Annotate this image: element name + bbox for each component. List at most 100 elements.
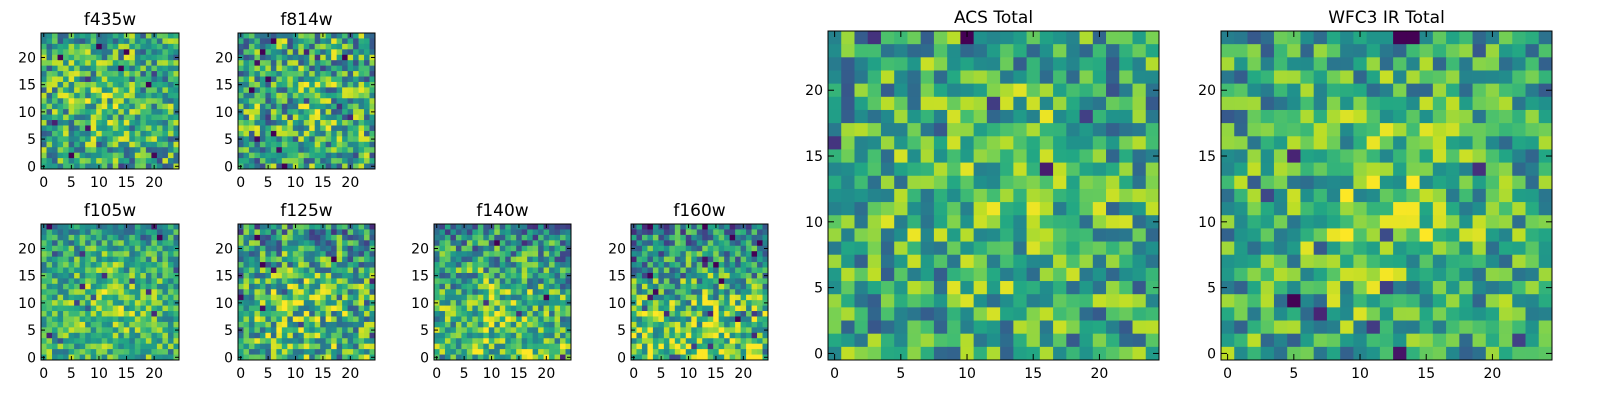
heatmap-cell	[243, 338, 250, 345]
heatmap-cell	[309, 71, 316, 77]
heatmap-cell	[636, 256, 643, 263]
heatmap-cell	[358, 76, 365, 83]
heatmap-cell	[658, 245, 665, 252]
heatmap-cell	[151, 338, 158, 345]
heatmap-cell	[68, 152, 75, 159]
heatmap-cell	[510, 343, 517, 350]
heatmap-cell	[757, 224, 763, 230]
heatmap-cell	[973, 267, 988, 282]
heatmap-cell	[270, 311, 277, 317]
heatmap-cell	[729, 251, 736, 258]
heatmap-cell	[145, 311, 152, 317]
heatmap-cell	[303, 136, 310, 143]
heatmap-cell	[347, 92, 354, 99]
heatmap-cell	[259, 229, 266, 236]
heatmap-cell	[1525, 123, 1540, 137]
heatmap-cell	[79, 109, 86, 115]
heatmap-cell	[1525, 149, 1540, 163]
heatmap-cell	[1026, 346, 1041, 361]
heatmap-cell	[483, 311, 490, 317]
heatmap-cell	[123, 76, 130, 83]
heatmap-cell	[444, 338, 451, 345]
heatmap-cell	[920, 149, 935, 163]
heatmap-cell	[1053, 123, 1067, 137]
heatmap-cell	[1053, 162, 1067, 177]
heatmap-cell	[303, 163, 310, 170]
heatmap-cell	[455, 224, 462, 230]
heatmap-cell	[74, 283, 81, 290]
heatmap-cell	[729, 338, 736, 345]
heatmap-cell	[68, 87, 75, 94]
heatmap-cell	[325, 332, 332, 339]
heatmap-cell	[636, 267, 643, 274]
heatmap-cell	[696, 278, 703, 285]
heatmap-cell	[1393, 44, 1407, 58]
heatmap-cell	[320, 114, 327, 121]
heatmap-cell	[1287, 123, 1301, 137]
heatmap-cell	[1472, 123, 1487, 137]
heatmap-cell	[347, 289, 354, 296]
heatmap-cell	[325, 349, 332, 355]
heatmap-cell	[434, 229, 440, 236]
heatmap-cell	[347, 245, 354, 252]
heatmap-cell	[1512, 96, 1526, 111]
heatmap-cell	[358, 251, 365, 258]
heatmap-cell	[1079, 175, 1094, 190]
heatmap-cell	[309, 141, 316, 148]
heatmap-cell	[134, 114, 141, 121]
heatmap-cell	[298, 245, 305, 252]
heatmap-cell	[309, 33, 316, 39]
heatmap-cell	[565, 267, 572, 274]
heatmap-cell	[762, 332, 769, 339]
heatmap-cell	[248, 267, 255, 274]
heatmap-cell	[1472, 202, 1487, 216]
heatmap-cell	[647, 240, 654, 247]
heatmap-cell	[696, 305, 703, 312]
heatmap-cell	[880, 57, 895, 71]
heatmap-cell	[162, 245, 169, 252]
heatmap-cell	[691, 267, 698, 274]
heatmap-cell	[1538, 215, 1553, 229]
heatmap-cell	[565, 311, 572, 317]
heatmap-cell	[1313, 31, 1328, 45]
heatmap-cell	[353, 245, 359, 252]
heatmap-cell	[331, 71, 338, 77]
heatmap-cell	[554, 224, 561, 230]
heatmap-cell	[151, 311, 158, 317]
heatmap-cell	[79, 60, 86, 67]
heatmap-cell	[455, 338, 462, 345]
heatmap-cell	[499, 294, 506, 301]
heatmap-cell	[1026, 294, 1041, 308]
heatmap-cell	[1132, 294, 1147, 308]
heatmap-cell	[353, 71, 359, 77]
heatmap-cell	[347, 60, 354, 67]
heatmap-cell	[543, 321, 550, 328]
heatmap-cell	[336, 240, 343, 247]
heatmap-cell	[79, 278, 86, 285]
heatmap-cell	[112, 234, 119, 241]
heatmap-cell	[134, 300, 141, 306]
heatmap-cell	[331, 256, 338, 263]
heatmap-cell	[516, 278, 523, 285]
heatmap-cell	[1273, 44, 1288, 58]
heatmap-cell	[151, 229, 158, 236]
heatmap-cell	[79, 300, 86, 306]
heatmap-cell	[631, 316, 637, 323]
heatmap-cell	[41, 294, 47, 301]
heatmap-cell	[270, 92, 277, 99]
heatmap-cell	[145, 289, 152, 296]
heatmap-cell	[499, 338, 506, 345]
heatmap-cell	[920, 70, 935, 85]
heatmap-cell	[1066, 215, 1080, 229]
heatmap-cell	[342, 289, 348, 296]
heatmap-cell	[1485, 149, 1500, 163]
heatmap-cell	[854, 136, 869, 150]
heatmap-cell	[248, 343, 255, 350]
heatmap-cell	[151, 76, 158, 83]
y-tick-label: 5	[224, 323, 233, 339]
heatmap-cell	[841, 346, 855, 361]
heatmap-cell	[1525, 57, 1540, 71]
heatmap-cell	[724, 354, 731, 361]
heatmap-cell	[757, 338, 763, 345]
heatmap-cell	[129, 92, 136, 99]
